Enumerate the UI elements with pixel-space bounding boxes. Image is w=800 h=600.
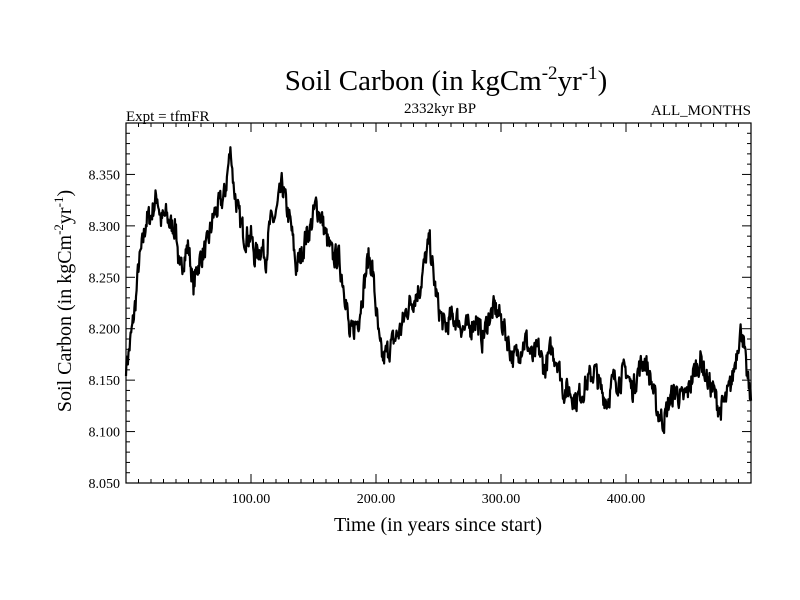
y-tick-label: 8.200 [89,323,121,338]
y-tick-label: 8.100 [89,426,121,441]
x-tick-label: 100.00 [232,492,271,507]
soil-carbon-series-line [124,146,753,435]
x-tick-label: 200.00 [357,492,396,507]
period-label: 2332kyr BP [404,101,476,117]
chart-title: Soil Carbon (in kgCm-2yr-1) [285,63,607,97]
experiment-label: Expt = tfmFR [126,109,209,125]
y-tick-label: 8.150 [89,374,121,389]
x-axis-label: Time (in years since start) [334,514,542,536]
x-axis-ticks: 100.00 200.00 300.00 400.00 [138,123,739,507]
y-axis-label: Soil Carbon (in kgCm-2yr-1) [51,190,76,412]
y-tick-label: 8.050 [89,477,121,492]
x-tick-label: 300.00 [482,492,521,507]
x-tick-label: 400.00 [607,492,646,507]
y-tick-label: 8.350 [89,168,121,183]
y-axis-ticks: 8.050 8.100 8.150 8.200 8.250 8.300 8.350 [89,132,751,492]
y-tick-label: 8.250 [89,271,121,286]
y-tick-label: 8.300 [89,220,121,235]
months-label: ALL_MONTHS [651,103,751,119]
